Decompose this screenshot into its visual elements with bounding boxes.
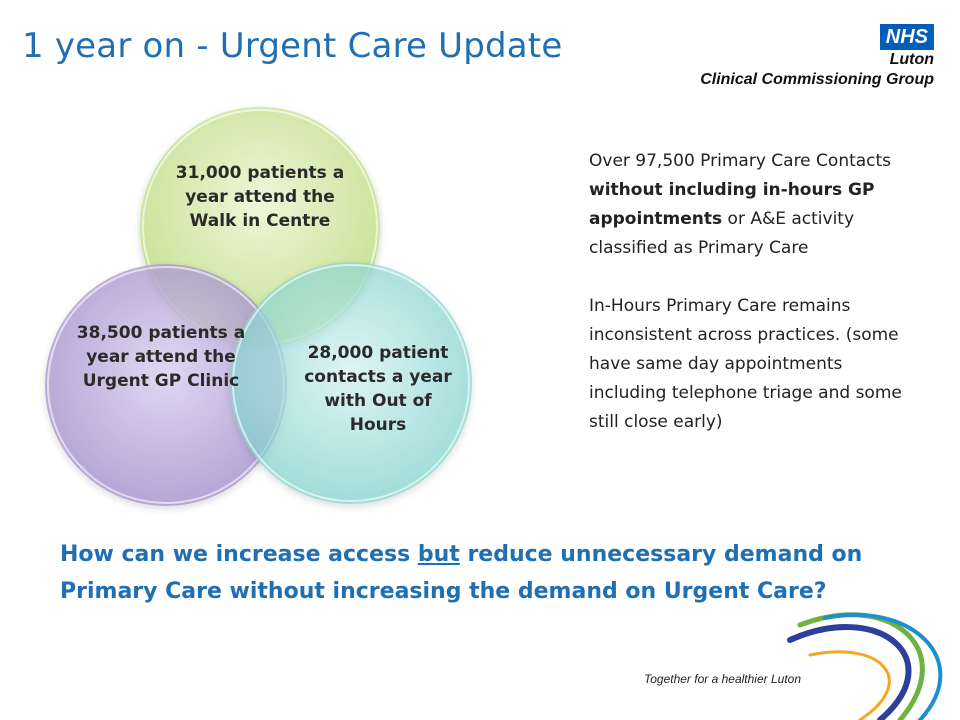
tagline-a: Together for a	[644, 672, 722, 686]
nhs-badge: NHS	[879, 24, 934, 50]
question-part-2: reduce unnecessary demand on Primary Car…	[60, 542, 863, 604]
summary-p1-c: or A&E activity classified as Primary Ca…	[589, 209, 855, 258]
summary-p1-b: without including in-hours GP appointmen…	[589, 180, 875, 229]
summary-paragraph-1: Over 97,500 Primary Care Contacts withou…	[589, 147, 909, 263]
logo-luton: Luton	[889, 51, 934, 68]
summary-p1-a: Over 97,500 Primary Care Contacts	[589, 151, 892, 171]
question-part-1: How can we increase access	[60, 542, 418, 567]
summary-text: Over 97,500 Primary Care Contacts withou…	[589, 147, 909, 437]
venn-label-left: 38,500 patients a year attend the Urgent…	[76, 323, 246, 391]
key-question: How can we increase access but reduce un…	[60, 536, 930, 610]
tagline-b: healthier Luton	[721, 672, 802, 686]
slide-title: 1 year on - Urgent Care Update	[22, 26, 563, 66]
nhs-luton-ccg-logo: NHS Luton Clinical Commissioning Group	[700, 24, 934, 89]
venn-label-top: 31,000 patients a year attend the Walk i…	[175, 163, 345, 231]
venn-circle-right	[230, 262, 472, 504]
venn-label-right: 28,000 patient contacts a year with Out …	[304, 343, 452, 435]
question-underlined: but	[417, 542, 460, 567]
summary-paragraph-2: In-Hours Primary Care remains inconsiste…	[589, 296, 902, 432]
logo-ccg: Clinical Commissioning Group	[700, 71, 934, 88]
swoosh-logo-icon	[787, 612, 943, 720]
tagline: Together for a healthier Luton	[644, 672, 801, 686]
